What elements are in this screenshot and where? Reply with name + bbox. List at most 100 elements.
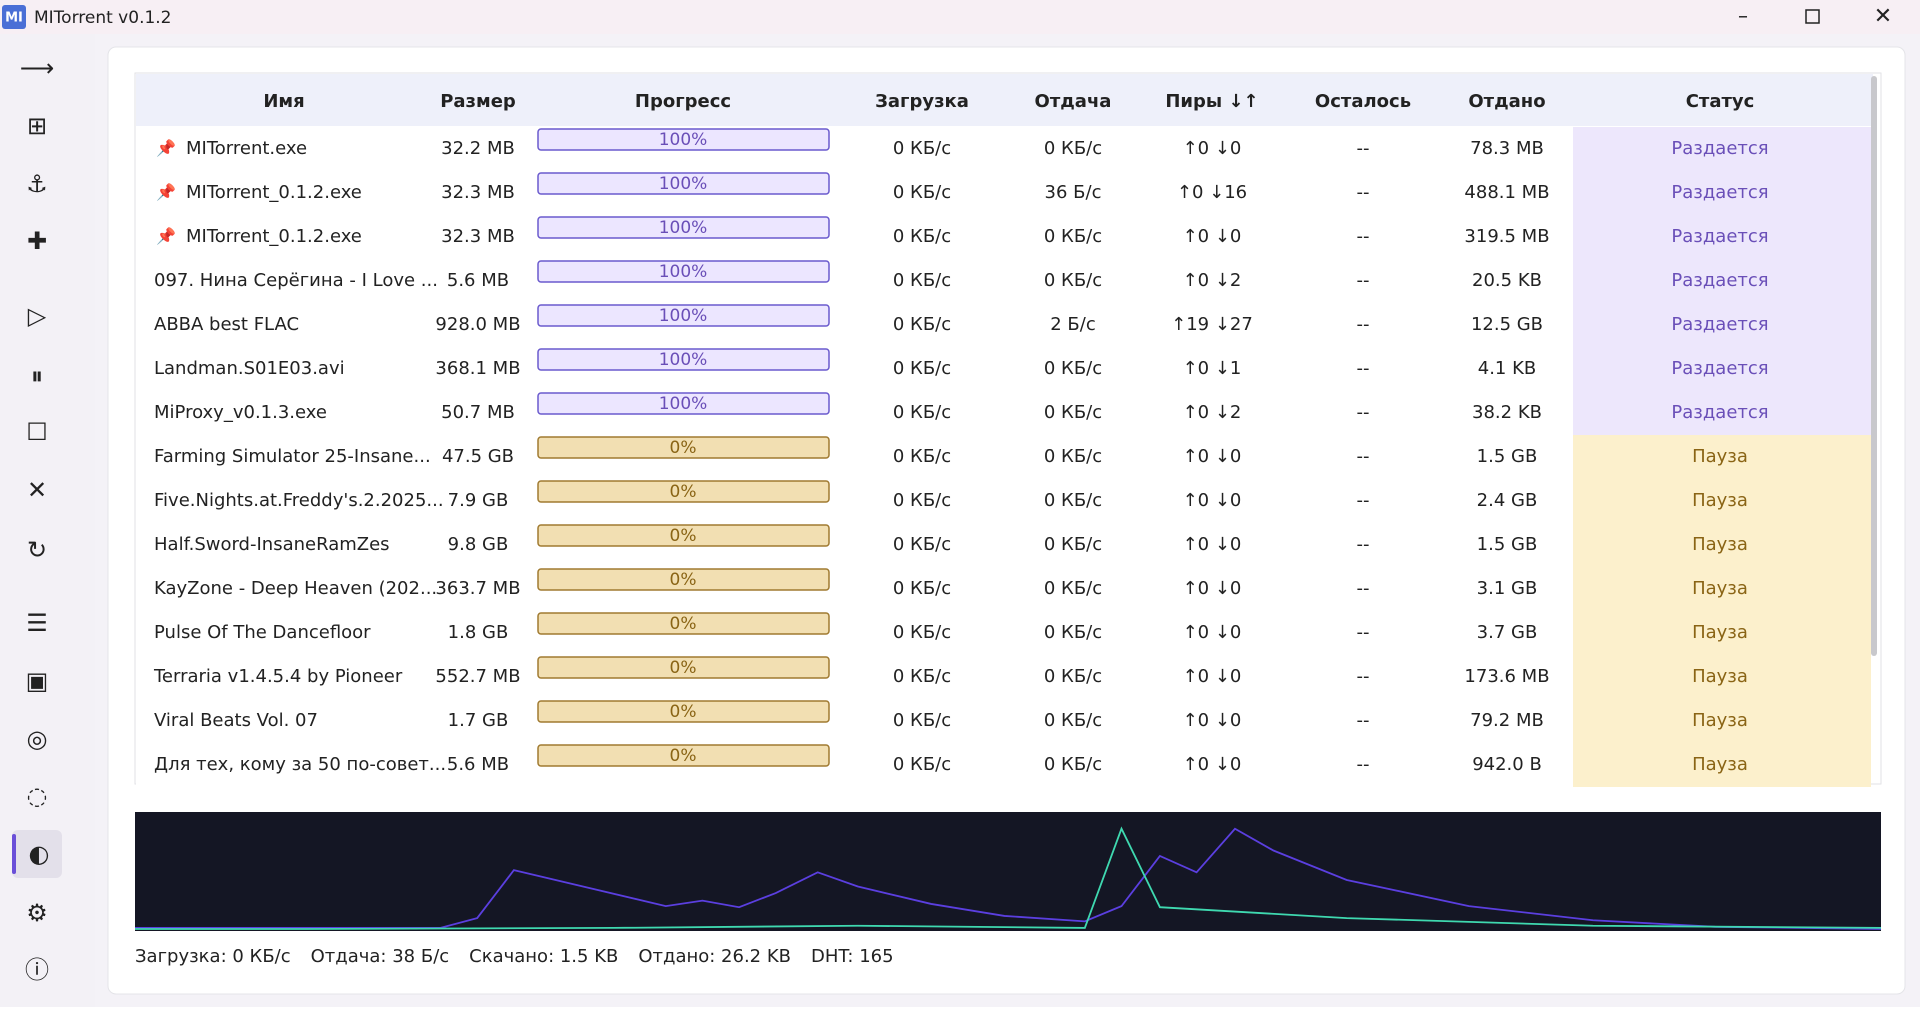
close-button[interactable]: ✕ [1874,4,1892,29]
remove-button[interactable]: ✕ [27,476,47,504]
row[interactable] [136,171,1573,215]
cell: ↑0 ↓0 [1183,710,1242,731]
cell: 0 КБ/с [893,446,951,467]
maximize-button[interactable] [1805,9,1820,24]
column-header[interactable]: Отдача [1035,91,1112,112]
dht-button[interactable]: ◌ [27,782,48,810]
status-cell [1573,743,1871,787]
cell: 0 КБ/с [893,138,951,159]
cell: 1.5 GB [1477,446,1538,467]
cell: 488.1 MB [1464,182,1549,203]
row[interactable] [136,655,1573,699]
size: 552.7 MB [435,666,520,687]
column-header[interactable]: Размер [440,91,516,112]
cell: 20.5 KB [1472,270,1542,291]
cell: 319.5 MB [1464,226,1549,247]
sidebar-selected [12,830,62,878]
size: 7.9 GB [448,490,509,511]
size: 5.6 MB [447,754,509,775]
list-button[interactable]: ☰ [26,609,48,637]
recheck-button[interactable]: ↻ [27,536,47,564]
status-cell [1573,523,1871,567]
torrent-name: Для тех, кому за 50 по-совет... [154,754,446,775]
column-header[interactable]: Имя [263,91,304,112]
cell: 0 КБ/с [1044,138,1102,159]
row[interactable] [136,567,1573,611]
window-title: MITorrent v0.1.2 [34,8,172,28]
row[interactable] [136,127,1573,171]
column-header[interactable]: Пиры ↓↑ [1165,91,1258,112]
speed-graph [135,812,1881,931]
row[interactable] [136,479,1573,523]
table-header [136,74,1873,126]
add-button[interactable]: ✚ [27,227,47,255]
cell: ↑0 ↓16 [1177,182,1247,203]
status-cell [1573,611,1871,655]
cell: -- [1357,490,1370,511]
status: Пауза [1692,578,1748,599]
theme-button[interactable]: ◐ [29,840,50,868]
row[interactable] [136,347,1573,391]
progress-bar [537,744,830,767]
row[interactable] [136,699,1573,743]
status: Раздается [1671,270,1768,291]
column-header[interactable]: Загрузка [875,91,969,112]
torrent-name: MITorrent_0.1.2.exe [186,226,362,247]
cell: 0 КБ/с [893,490,951,511]
cell: 0 КБ/с [893,666,951,687]
scrollbar [1871,76,1877,656]
cell: ↑19 ↓27 [1171,314,1253,335]
all-button[interactable]: ⊞ [27,112,47,140]
cell: ↑0 ↓0 [1183,666,1242,687]
pause-button[interactable]: ⏸ [31,362,43,390]
cell: -- [1357,446,1370,467]
progress-text: 0% [670,614,697,634]
torrent-name: 097. Нина Серёгина - I Love ... [154,270,438,291]
column-header[interactable]: Прогресс [635,91,731,112]
cell: -- [1357,666,1370,687]
cell: 4.1 KB [1478,358,1537,379]
row[interactable] [136,435,1573,479]
row[interactable] [136,259,1573,303]
cell: 2 Б/с [1050,314,1095,335]
sidebar-icons: ⟶ ⊞ ⚓ ✚ ▷ ⏸ ☐ ✕ ↻ ☰ ▣ ◎ ◌ ◐ ⚙ ⓘ [20,54,54,984]
row[interactable] [136,743,1573,787]
size: 9.8 GB [448,534,509,555]
cell: ↑0 ↓0 [1183,622,1242,643]
torrent-name: Farming Simulator 25-Insane... [154,446,431,467]
status-cell [1573,391,1871,435]
row[interactable] [136,391,1573,435]
row[interactable] [136,611,1573,655]
settings-button[interactable]: ⚙ [26,899,48,927]
column-header[interactable]: Отдано [1468,91,1545,112]
cell: ↑0 ↓0 [1183,490,1242,511]
start-button[interactable]: ▷ [28,302,47,330]
size: 47.5 GB [442,446,514,467]
cell: 38.2 KB [1472,402,1542,423]
select-button[interactable]: ▣ [26,667,49,695]
cell: 0 КБ/с [1044,270,1102,291]
cell: -- [1357,710,1370,731]
cell: -- [1357,138,1370,159]
minimize-button[interactable]: – [1738,4,1748,28]
status: Пауза [1692,446,1748,467]
progress-bar [537,304,830,327]
expand-button[interactable]: ⟶ [20,54,54,82]
stop-button[interactable]: ☐ [26,418,48,446]
target-button[interactable]: ◎ [27,725,48,753]
column-header[interactable]: Статус [1686,91,1755,112]
column-header[interactable]: Осталось [1315,91,1411,112]
magnet-button[interactable]: ⚓ [26,170,48,198]
cell: 0 КБ/с [893,578,951,599]
cell: 0 КБ/с [893,402,951,423]
row[interactable] [136,303,1573,347]
progress-text: 100% [659,130,708,150]
row[interactable] [136,215,1573,259]
progress-text: 0% [670,658,697,678]
cell: ↑0 ↓0 [1183,138,1242,159]
cell: 173.6 MB [1464,666,1549,687]
row[interactable] [136,523,1573,567]
about-button[interactable]: ⓘ [25,956,49,984]
cell: -- [1357,314,1370,335]
